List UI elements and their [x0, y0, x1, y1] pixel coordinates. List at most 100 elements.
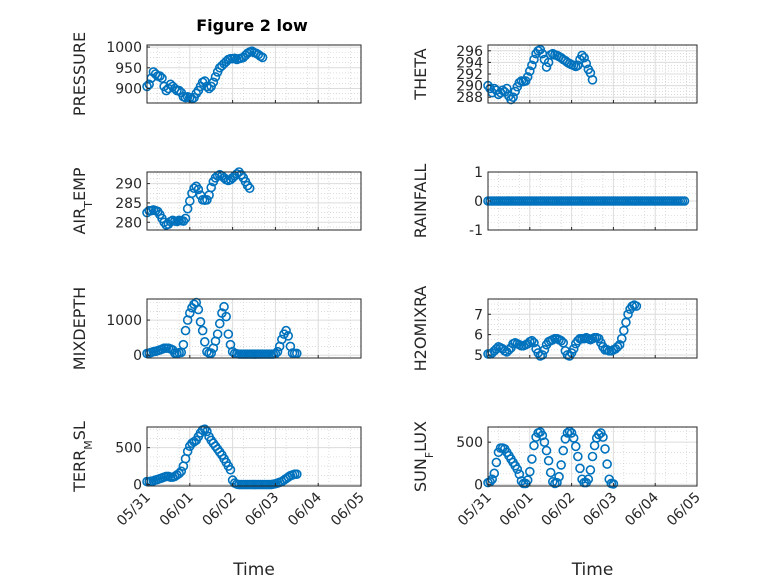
- subplot-airtemp: 280 285 290 AIRTEMP: [70, 167, 362, 235]
- data-point: [510, 86, 520, 97]
- x-tick-label: 05/31: [455, 490, 495, 530]
- data-point: [556, 460, 566, 470]
- data-point: [221, 311, 231, 322]
- axes-box: [487, 298, 698, 359]
- data-point: [199, 424, 210, 435]
- data-point: [612, 342, 623, 352]
- data-point: [204, 83, 214, 94]
- axes-box: [146, 44, 362, 104]
- data-point: [537, 350, 548, 360]
- y-axis-label: PRESSURE: [70, 32, 89, 116]
- y-axis-label: SUNFLUX: [411, 421, 436, 492]
- y-axis-label: THETA: [411, 48, 430, 100]
- axes-box: [487, 426, 698, 487]
- y-tick-label: 292: [456, 67, 483, 83]
- data-point: [543, 455, 554, 466]
- data-point: [568, 433, 579, 443]
- y-tick-label: 1000: [106, 313, 142, 329]
- y-tick-label: 294: [456, 55, 483, 71]
- x-tick-label: 05/31: [114, 490, 154, 530]
- x-tick-label: 06/05: [664, 490, 704, 530]
- axes-box: [146, 426, 362, 487]
- data-point: [208, 77, 219, 88]
- y-tick-label: 0: [474, 194, 483, 210]
- data-point: [566, 428, 577, 438]
- data-point: [575, 463, 585, 474]
- y-tick-label: 1000: [106, 40, 142, 56]
- data-point: [522, 475, 533, 485]
- data-point: [210, 72, 221, 82]
- data-point: [602, 459, 612, 469]
- data-point: [491, 344, 502, 354]
- y-tick-label: 950: [115, 61, 142, 77]
- data-point: [562, 428, 573, 438]
- x-tick-label: 06/04: [622, 489, 662, 529]
- data-point: [199, 337, 210, 347]
- y-tick-label: 900: [115, 82, 142, 98]
- data-point: [180, 213, 191, 224]
- data-point: [506, 94, 516, 105]
- axes-box: [146, 298, 362, 359]
- data-point: [552, 477, 562, 488]
- data-point: [570, 441, 581, 452]
- data-point: [598, 432, 608, 442]
- data-point: [180, 325, 191, 336]
- data-point: [527, 454, 537, 464]
- x-tick-label: 06/02: [200, 490, 240, 530]
- data-point: [524, 66, 535, 76]
- y-tick-label: 500: [456, 435, 483, 451]
- data-point: [573, 451, 583, 462]
- data-point: [527, 335, 537, 346]
- subplot-mixdepth: 0 1000 MIXDEPTH: [70, 287, 362, 370]
- data-point: [514, 77, 525, 88]
- data-point: [527, 60, 537, 71]
- data-point: [522, 72, 533, 82]
- x-tick-label: 06/01: [497, 490, 537, 530]
- x-tick-label: 06/03: [242, 490, 282, 530]
- y-tick-label: 1: [474, 165, 483, 181]
- x-tick-label: 06/02: [539, 490, 579, 530]
- data-point: [587, 75, 598, 85]
- data-point: [174, 85, 184, 96]
- y-tick-label: 0: [133, 478, 142, 494]
- data-point: [600, 444, 610, 454]
- data-point: [155, 71, 165, 81]
- data-point: [679, 196, 690, 206]
- data-point: [281, 325, 291, 336]
- data-point: [225, 464, 236, 475]
- data-point: [541, 62, 552, 72]
- data-point: [608, 479, 619, 489]
- data-point: [244, 183, 255, 194]
- data-point: [539, 345, 550, 355]
- y-axis-label: H2OMIXRA: [411, 286, 430, 372]
- data-point: [291, 348, 302, 359]
- y-tick-label: 290: [115, 177, 142, 193]
- figure-title: Figure 2 low: [196, 16, 308, 35]
- data-point: [223, 329, 234, 339]
- y-tick-label: 285: [115, 196, 142, 212]
- y-tick-label: 5: [474, 348, 483, 364]
- y-tick-label: 7: [474, 307, 483, 323]
- data-point: [202, 195, 212, 205]
- data-point: [178, 216, 189, 226]
- data-point: [206, 348, 216, 358]
- data-point: [193, 304, 204, 315]
- y-tick-label: -1: [469, 223, 483, 239]
- data-point: [212, 329, 223, 339]
- x-tick-label: 06/04: [285, 489, 325, 529]
- data-point: [174, 468, 184, 479]
- subplot-pressure: 900 950 1000 PRESSURE: [70, 32, 362, 116]
- data-point: [554, 471, 564, 482]
- data-point: [489, 468, 500, 479]
- y-axis-label: RAINFALL: [411, 164, 430, 239]
- subplot-h2omixra: 5 6 7 H2OMIXRA: [411, 286, 698, 372]
- data-point: [541, 445, 552, 456]
- data-point: [185, 308, 195, 318]
- data-point: [631, 301, 642, 311]
- data-point: [214, 318, 225, 329]
- subplot-terrmsl: 0 500 TERRMSL 05/31 06/01 06/02 06/03 06/04 06/0…: [70, 421, 368, 580]
- subplot-rainfall: -1 0 1 RAINFALL: [411, 164, 698, 239]
- data-point: [568, 344, 579, 354]
